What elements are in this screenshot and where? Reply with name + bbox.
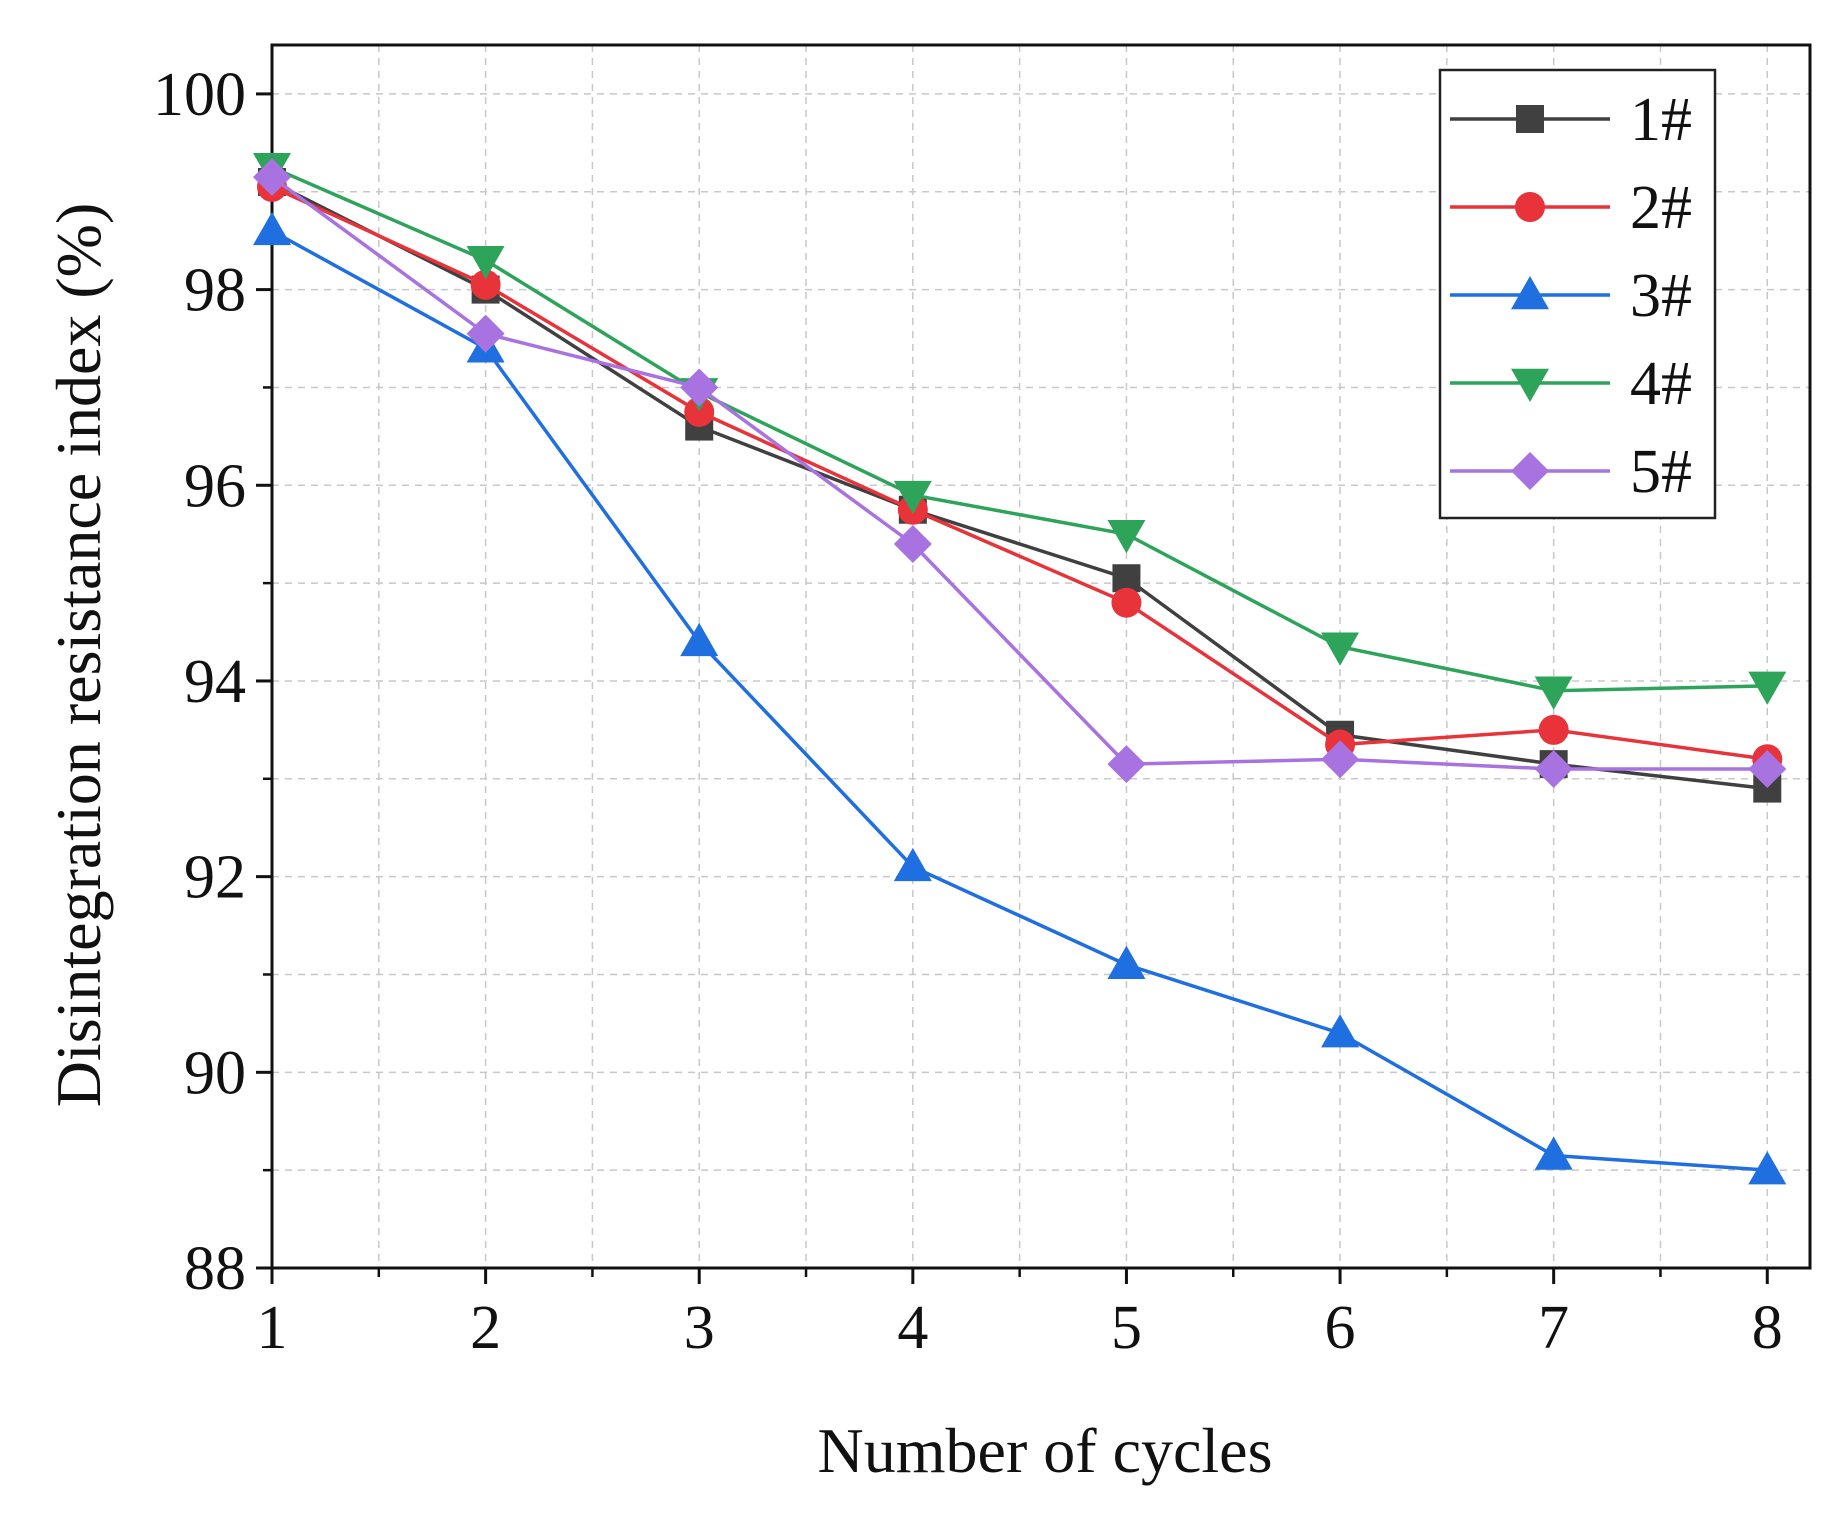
legend-item-1: 1# — [1450, 86, 1692, 154]
y-tick-label: 96 — [184, 452, 246, 520]
data-point-5 — [1534, 750, 1573, 789]
series-line-2 — [271, 185, 1768, 761]
x-tick-label: 4 — [897, 1294, 928, 1362]
data-point-5 — [680, 368, 719, 407]
grid — [272, 45, 1810, 1268]
data-point-4 — [1107, 519, 1146, 554]
data-point-4 — [1321, 632, 1360, 666]
y-tick-label: 92 — [184, 844, 246, 912]
x-tick-label: 3 — [684, 1294, 715, 1362]
data-point-2 — [1111, 587, 1142, 618]
y-tick-label: 100 — [153, 61, 246, 129]
series-line-3 — [271, 229, 1768, 1172]
data-point-1 — [1112, 564, 1141, 593]
data-point-5 — [893, 524, 932, 563]
series-group — [253, 153, 1787, 1185]
data-point-3 — [253, 211, 291, 246]
x-tick-label: 5 — [1111, 1294, 1142, 1362]
data-point-4 — [1534, 676, 1573, 710]
legend-label: 3# — [1630, 262, 1692, 330]
x-tick-label: 8 — [1752, 1294, 1783, 1362]
legend-marker — [1511, 452, 1549, 490]
data-point-5 — [1107, 745, 1146, 784]
data-point-3 — [893, 847, 932, 882]
x-tick-label: 6 — [1325, 1294, 1356, 1362]
data-point-5 — [253, 158, 291, 197]
legend-label: 2# — [1630, 174, 1692, 242]
y-tick-label: 90 — [184, 1039, 246, 1107]
legend-label: 5# — [1630, 438, 1692, 506]
y-tick-label: 88 — [184, 1235, 246, 1303]
legend-item-2: 2# — [1450, 174, 1692, 242]
data-point-4 — [893, 480, 932, 515]
data-point-3 — [1321, 1014, 1360, 1048]
legend: 1# 2# 3# 4# 5# — [1438, 68, 1717, 520]
legend-item-4: 4# — [1450, 350, 1692, 418]
series-2 — [257, 171, 1783, 775]
legend-marker — [1511, 276, 1549, 310]
legend-label: 1# — [1630, 86, 1692, 154]
legend-item-5: 5# — [1450, 438, 1692, 506]
data-point-4 — [466, 245, 505, 280]
y-tick-label: 98 — [184, 257, 246, 325]
data-point-5 — [1748, 750, 1787, 789]
data-point-3 — [1107, 945, 1146, 979]
data-point-5 — [1321, 740, 1360, 779]
y-axis-label: Disintegration resistance index (%) — [43, 203, 114, 1108]
legend-marker — [1511, 368, 1549, 402]
data-point-5 — [466, 314, 505, 353]
data-point-2 — [1538, 714, 1569, 745]
x-tick-label: 1 — [257, 1294, 288, 1362]
series-5 — [253, 158, 1787, 789]
series-line-4 — [271, 165, 1768, 693]
legend-marker — [1516, 105, 1544, 133]
series-line-5 — [270, 175, 1768, 771]
plot-frame — [270, 43, 1812, 1270]
legend-label: 4# — [1630, 350, 1692, 418]
data-point-2 — [470, 269, 501, 300]
data-point-3 — [1748, 1151, 1787, 1185]
data-point-3 — [1534, 1136, 1573, 1170]
legend-marker — [1515, 192, 1545, 222]
legend-item-3: 3# — [1450, 262, 1692, 330]
x-tick-label: 2 — [470, 1294, 501, 1362]
data-point-2 — [684, 396, 715, 427]
series-3 — [253, 211, 1787, 1185]
series-line-1 — [271, 180, 1768, 791]
x-tick-label: 7 — [1538, 1294, 1569, 1362]
data-point-4 — [1748, 671, 1787, 705]
y-tick-label: 94 — [184, 648, 246, 716]
x-axis-label: Number of cycles — [818, 1415, 1273, 1486]
data-point-3 — [680, 622, 719, 657]
